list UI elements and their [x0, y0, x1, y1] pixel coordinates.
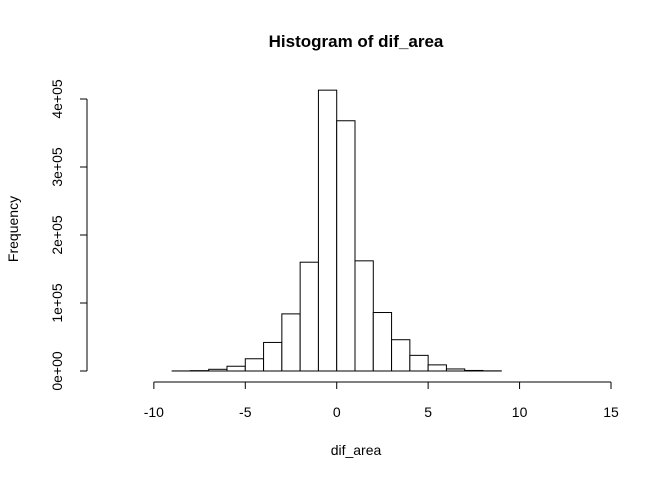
chart-title: Histogram of dif_area [269, 32, 444, 51]
histogram-bar [208, 368, 228, 372]
bars-group [171, 89, 502, 372]
histogram-bar [354, 260, 374, 372]
y-axis-label: Frequency [5, 196, 21, 262]
histogram-bar [244, 358, 265, 372]
y-axis: 0e+00 1e+05 2e+05 3e+05 4e+05 [49, 79, 88, 391]
histogram-bar [391, 339, 411, 372]
histogram-bar [226, 365, 246, 372]
x-tick-label: 5 [424, 404, 432, 420]
x-tick-label: 10 [512, 404, 528, 420]
y-tick-label: 2e+05 [49, 215, 65, 255]
y-tick-label: 4e+05 [49, 79, 65, 119]
x-axis-label: dif_area [331, 442, 382, 458]
x-tick-label: -10 [144, 404, 164, 420]
histogram-bar [372, 312, 393, 372]
histogram-bar [299, 261, 319, 372]
y-tick-label: 3e+05 [49, 147, 65, 187]
histogram-bar [336, 120, 356, 372]
x-tick-label: -5 [239, 404, 252, 420]
histogram-bar [263, 341, 283, 372]
histogram-bar [281, 313, 301, 372]
x-tick-label: 15 [603, 404, 619, 420]
y-tick-label: 1e+05 [49, 283, 65, 323]
histogram-bar [409, 354, 429, 372]
histogram-bar [317, 89, 338, 372]
x-tick-label: 0 [333, 404, 341, 420]
y-tick-label: 0e+00 [49, 351, 65, 391]
histogram-bar [427, 364, 447, 372]
x-axis: -10 -5 0 5 10 15 [144, 381, 619, 420]
histogram-bar [445, 368, 466, 372]
histogram-bar [464, 369, 484, 372]
